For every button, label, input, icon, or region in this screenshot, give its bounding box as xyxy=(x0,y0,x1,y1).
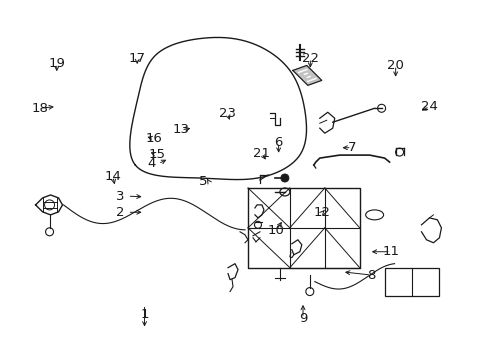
Text: 20: 20 xyxy=(386,59,403,72)
Text: 21: 21 xyxy=(253,147,269,159)
Text: 22: 22 xyxy=(301,51,318,64)
Text: 5: 5 xyxy=(199,175,207,188)
Text: 16: 16 xyxy=(145,132,163,145)
Text: 12: 12 xyxy=(313,206,330,219)
Text: 17: 17 xyxy=(128,51,145,64)
Text: 13: 13 xyxy=(172,123,189,136)
Text: 14: 14 xyxy=(104,170,121,183)
Circle shape xyxy=(280,174,288,182)
Text: 15: 15 xyxy=(148,148,165,161)
Text: 2: 2 xyxy=(116,206,124,219)
Text: 3: 3 xyxy=(116,190,124,203)
Text: 9: 9 xyxy=(298,311,306,325)
Text: 6: 6 xyxy=(274,136,282,149)
Text: 23: 23 xyxy=(219,107,235,120)
Text: 24: 24 xyxy=(421,100,437,113)
Bar xyxy=(384,268,439,296)
Text: 18: 18 xyxy=(31,102,48,115)
Text: 4: 4 xyxy=(147,157,156,170)
Text: 19: 19 xyxy=(48,57,65,70)
Polygon shape xyxy=(292,66,321,85)
Text: 7: 7 xyxy=(347,141,355,154)
Text: 8: 8 xyxy=(366,269,375,282)
Text: 10: 10 xyxy=(267,224,284,237)
Text: 1: 1 xyxy=(140,308,148,321)
Text: 11: 11 xyxy=(382,245,399,258)
